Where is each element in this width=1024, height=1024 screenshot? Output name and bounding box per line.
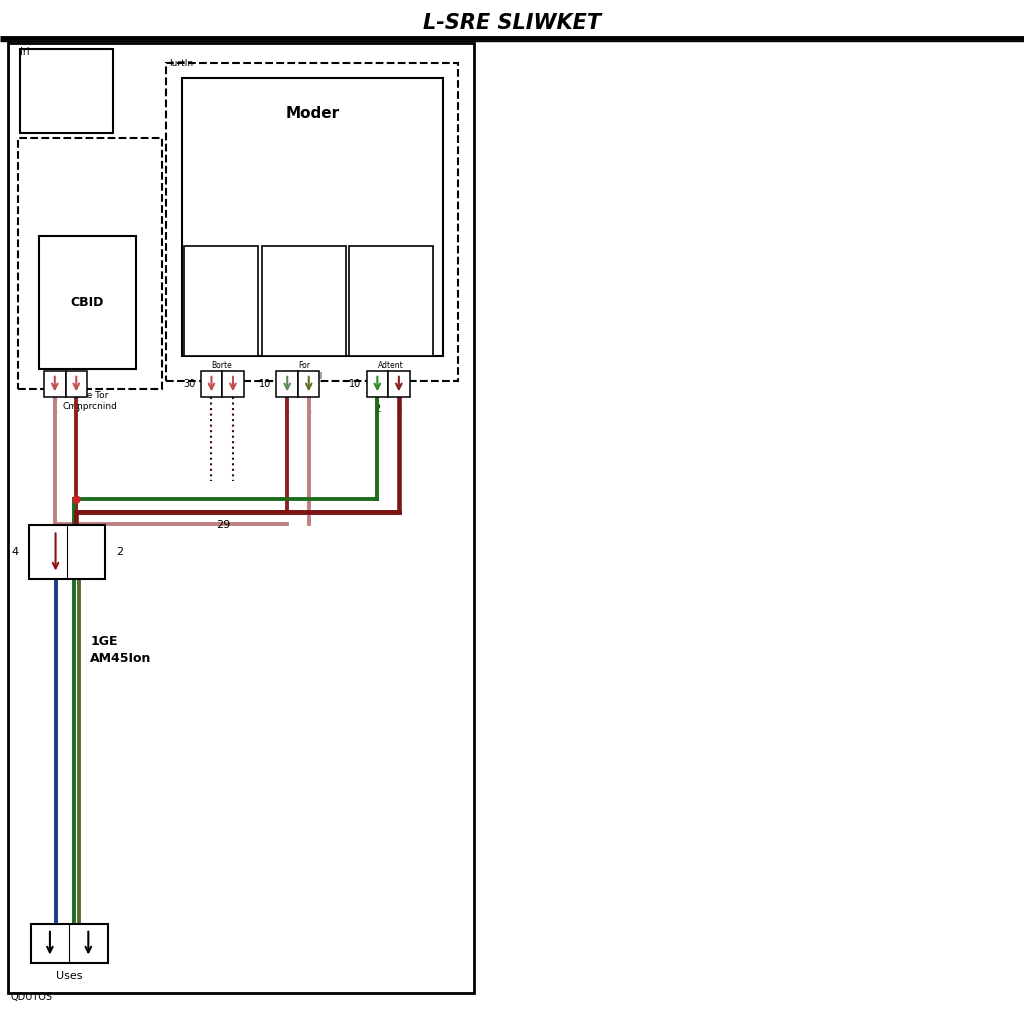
Text: Wire Tor
Cmnprcnind: Wire Tor Cmnprcnind bbox=[62, 391, 118, 411]
Bar bbox=[182, 78, 443, 356]
Bar bbox=[349, 246, 433, 356]
Text: 1: 1 bbox=[285, 404, 290, 415]
Text: Irl: Irl bbox=[20, 47, 30, 57]
Text: CBID: CBID bbox=[71, 296, 104, 308]
Bar bbox=[388, 371, 410, 397]
Text: Borte
Firor
Fllk: Borte Firor Fllk bbox=[211, 361, 231, 391]
Bar bbox=[201, 371, 222, 397]
Bar bbox=[298, 371, 319, 397]
Text: Uses: Uses bbox=[56, 971, 82, 981]
Text: 10: 10 bbox=[349, 379, 361, 389]
Bar bbox=[222, 371, 244, 397]
Text: 2: 2 bbox=[374, 404, 381, 415]
Text: 1: 1 bbox=[306, 404, 311, 415]
Bar bbox=[184, 246, 258, 356]
Text: 30: 30 bbox=[183, 379, 196, 389]
Text: 10: 10 bbox=[259, 379, 271, 389]
Text: RS/tl4: RS/tl4 bbox=[205, 265, 238, 275]
Text: 6: 6 bbox=[74, 404, 79, 415]
Bar bbox=[18, 138, 162, 389]
Bar bbox=[29, 525, 105, 579]
Bar bbox=[20, 49, 113, 133]
Text: 4: 4 bbox=[11, 547, 18, 557]
Bar bbox=[262, 246, 346, 356]
Text: Adtent
Oiders
Oe: Adtent Oiders Oe bbox=[378, 361, 404, 391]
Bar bbox=[166, 63, 458, 381]
Text: lurtln: lurtln bbox=[169, 59, 194, 69]
Text: For
Morontoil
Brojael: For Morontoil Brojael bbox=[286, 361, 323, 391]
Bar bbox=[39, 236, 136, 369]
Text: L-SRE SLIWKET: L-SRE SLIWKET bbox=[423, 12, 601, 33]
Text: OkiN: OkiN bbox=[291, 265, 317, 275]
Bar bbox=[8, 43, 474, 993]
Text: 2: 2 bbox=[116, 547, 123, 557]
Bar bbox=[66, 371, 87, 397]
Bar bbox=[31, 924, 108, 963]
Bar bbox=[44, 371, 66, 397]
Bar bbox=[367, 371, 388, 397]
Text: 29: 29 bbox=[216, 520, 230, 530]
Bar bbox=[276, 371, 298, 397]
Text: Moder: Moder bbox=[286, 106, 340, 121]
Text: s: s bbox=[396, 404, 401, 415]
Text: HD: HD bbox=[383, 265, 399, 275]
Text: 1GE
AM45Ion: 1GE AM45Ion bbox=[90, 635, 152, 665]
Text: Cortwear: Cortwear bbox=[272, 79, 351, 93]
Text: 1: 1 bbox=[52, 404, 57, 415]
Text: QDUTOS: QDUTOS bbox=[10, 992, 52, 1002]
